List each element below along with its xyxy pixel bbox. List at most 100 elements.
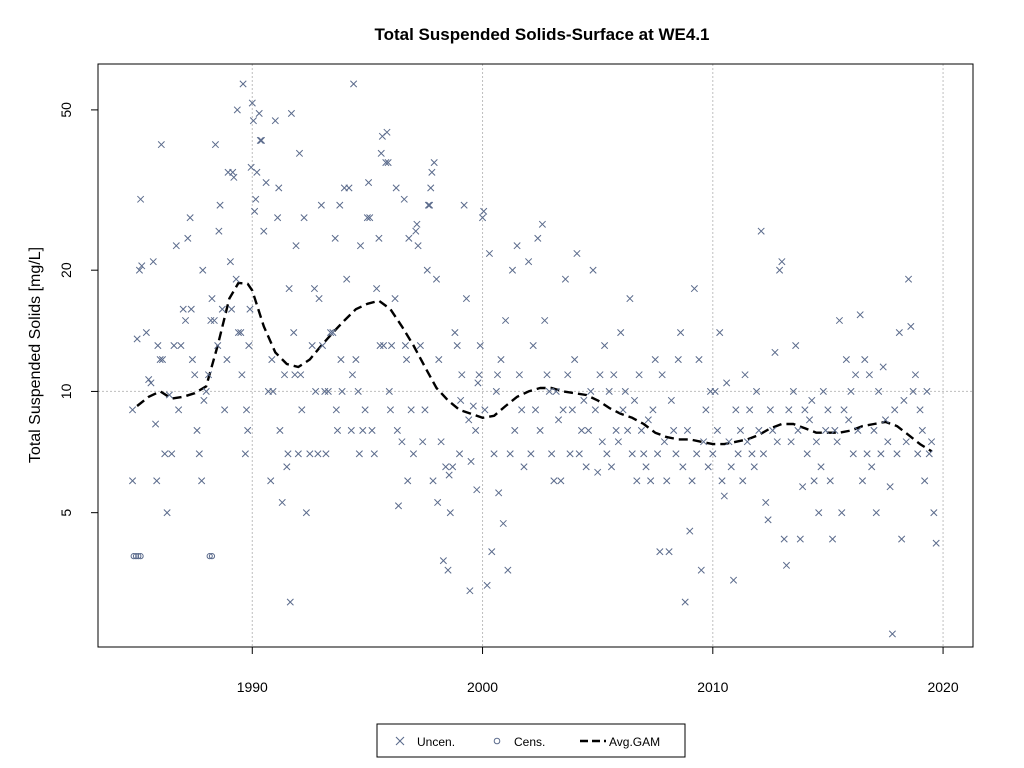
uncensored-point xyxy=(474,379,482,387)
uncensored-point xyxy=(870,426,878,435)
uncensored-point xyxy=(191,371,199,379)
uncensored-point xyxy=(345,184,353,192)
uncensored-point xyxy=(480,207,488,215)
chart-title: Total Suspended Solids-Surface at WE4.1 xyxy=(374,25,709,44)
uncensored-point xyxy=(626,295,634,303)
uncensored-point xyxy=(508,266,517,274)
uncensored-point xyxy=(493,371,502,379)
uncensored-point xyxy=(918,426,926,435)
uncensored-point xyxy=(226,258,234,266)
uncensored-point xyxy=(366,214,374,222)
uncensored-point xyxy=(559,406,567,414)
uncensored-point xyxy=(582,463,590,471)
uncensored-point xyxy=(375,234,383,242)
uncensored-point xyxy=(455,450,464,458)
uncensored-point xyxy=(442,463,450,471)
uncensored-point xyxy=(815,509,823,517)
uncensored-point xyxy=(766,406,774,414)
uncensored-point xyxy=(483,581,491,589)
uncensored-point xyxy=(518,406,526,414)
uncensored-point xyxy=(884,438,892,446)
y-tick-label: 10 xyxy=(58,383,74,399)
uncensored-point xyxy=(218,305,226,313)
uncensored-point xyxy=(412,227,420,235)
uncensored-point xyxy=(232,275,240,283)
uncensored-point xyxy=(211,141,219,149)
uncensored-point xyxy=(356,242,365,250)
uncensored-point xyxy=(589,266,597,274)
uncensored-point xyxy=(796,535,804,543)
uncensored-point xyxy=(785,406,793,414)
uncensored-point xyxy=(529,341,537,350)
uncensored-point xyxy=(660,438,669,446)
legend-uncen-marker xyxy=(395,736,405,746)
x-tick-label: 1990 xyxy=(237,679,268,695)
uncensored-point xyxy=(838,509,846,517)
x-axis: 1990 2000 2010 2020 xyxy=(237,646,959,695)
uncensored-point xyxy=(704,463,712,471)
y-tick-label: 50 xyxy=(58,102,74,118)
uncensored-point xyxy=(601,341,609,350)
uncensored-point xyxy=(300,214,308,222)
uncensored-point xyxy=(348,371,356,379)
uncensored-point xyxy=(324,387,332,395)
uncensored-point xyxy=(743,438,751,446)
uncensored-point xyxy=(490,450,498,458)
uncensored-point xyxy=(478,214,487,222)
x-tick-label: 2000 xyxy=(467,679,498,695)
uncensored-point xyxy=(810,477,818,485)
uncensored-point xyxy=(808,396,816,404)
uncensored-point xyxy=(875,387,883,395)
uncensored-point xyxy=(702,406,710,414)
uncensored-point xyxy=(435,355,443,364)
uncensored-point xyxy=(170,341,178,350)
uncensored-point xyxy=(718,477,726,485)
uncensored-point xyxy=(748,450,756,458)
uncensored-point xyxy=(434,498,442,507)
uncensored-point xyxy=(847,387,855,395)
uncensored-point xyxy=(388,341,396,350)
uncensored-point xyxy=(686,527,694,535)
uncensored-point xyxy=(520,463,528,471)
uncensored-point xyxy=(308,341,316,350)
uncensored-point xyxy=(637,426,645,435)
uncensored-point xyxy=(172,242,180,250)
uncensored-point xyxy=(930,509,938,517)
uncensored-point xyxy=(672,450,680,458)
uncensored-point xyxy=(497,355,505,364)
uncensored-point xyxy=(527,450,535,458)
uncensored-point xyxy=(382,159,390,167)
uncensored-point xyxy=(633,477,641,485)
uncensored-point xyxy=(462,295,470,303)
uncensored-point xyxy=(840,406,848,414)
uncensored-point xyxy=(295,149,304,157)
legend-cens-marker xyxy=(493,737,501,745)
uncensored-point xyxy=(257,136,266,144)
uncensored-point xyxy=(909,387,917,395)
uncensored-point xyxy=(734,450,742,458)
uncensored-point xyxy=(291,371,299,379)
uncensored-point xyxy=(286,598,294,606)
uncensored-point xyxy=(400,195,408,203)
uncensored-point xyxy=(817,463,825,471)
censored-point xyxy=(130,553,137,560)
uncensored-point xyxy=(322,450,330,458)
uncensored-point xyxy=(898,535,906,543)
censored-point xyxy=(132,553,140,560)
uncensored-point xyxy=(833,438,841,446)
uncensored-point xyxy=(531,406,540,414)
uncensored-point xyxy=(614,438,622,446)
uncensored-point xyxy=(725,438,733,446)
uncensored-point xyxy=(294,450,302,458)
uncensored-point xyxy=(409,450,418,458)
uncensored-point xyxy=(142,329,150,337)
uncensored-point xyxy=(628,450,636,458)
uncensored-point xyxy=(709,450,717,458)
uncensored-point xyxy=(368,426,376,435)
uncensored-point xyxy=(269,387,277,395)
uncensored-point xyxy=(617,329,625,337)
legend-cens-label: Cens. xyxy=(514,735,545,749)
uncensored-point xyxy=(207,316,215,325)
uncensored-point xyxy=(900,396,908,404)
uncensored-point xyxy=(426,201,434,209)
